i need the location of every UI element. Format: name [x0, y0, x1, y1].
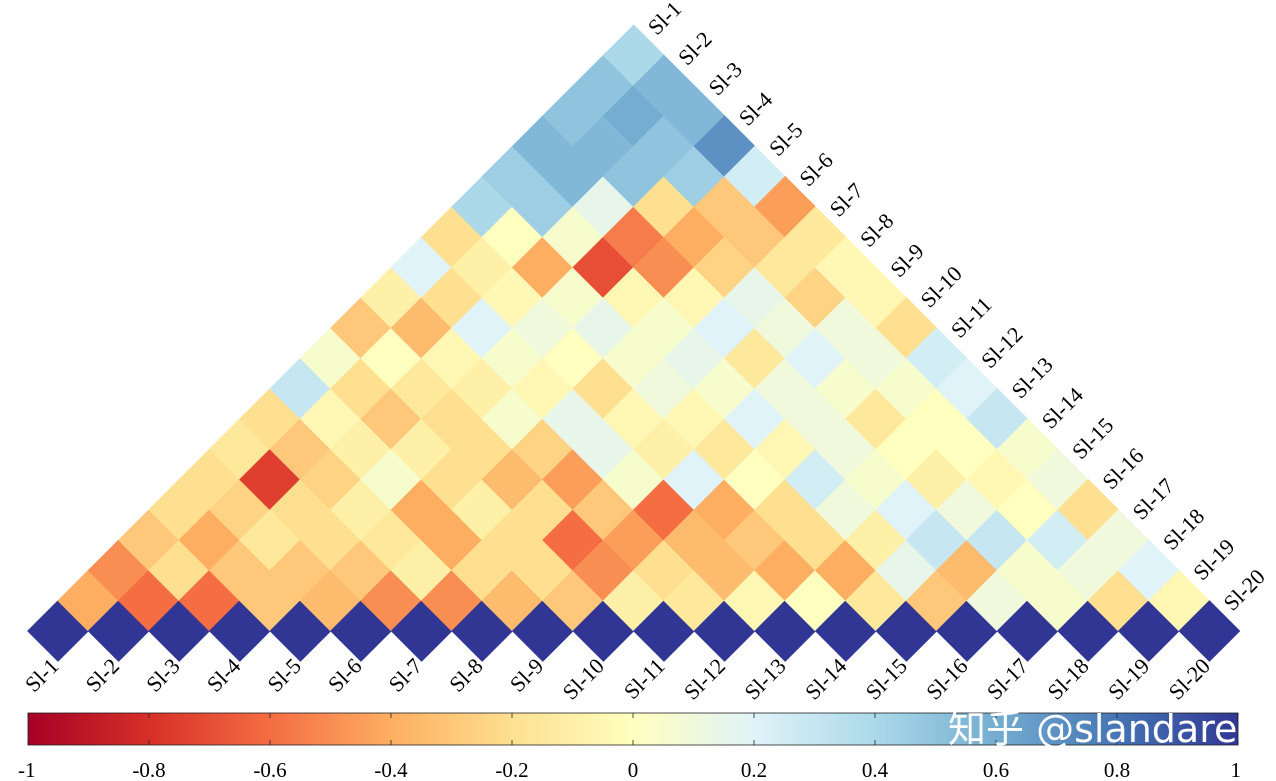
- colorbar-tick-label-6: 0.2: [741, 758, 767, 781]
- cell-20-14: [996, 418, 1059, 481]
- bottom-label-18: Sl-18: [1042, 653, 1093, 704]
- diagonal-cell-3: [148, 600, 211, 662]
- right-label-19: Sl-19: [1188, 534, 1239, 585]
- right-label-7: Sl-7: [825, 178, 869, 222]
- bottom-label-10: Sl-10: [558, 653, 609, 704]
- right-label-16: Sl-16: [1097, 443, 1148, 494]
- right-label-9: Sl-9: [885, 238, 929, 282]
- right-label-14: Sl-14: [1037, 382, 1088, 433]
- right-label-10: Sl-10: [915, 261, 966, 312]
- right-label-3: Sl-3: [703, 57, 747, 101]
- cell-17-12: [845, 448, 907, 511]
- cell-19-17: [1057, 539, 1120, 602]
- bottom-label-13: Sl-13: [739, 653, 790, 704]
- bottom-label-12: Sl-12: [679, 653, 730, 704]
- colorbar-tick-label-8: 0.6: [983, 758, 1009, 781]
- bottom-label-11: Sl-11: [619, 653, 670, 704]
- colorbar-gradient: [27, 712, 1239, 746]
- cell-20-3: [663, 85, 726, 147]
- bottom-label-14: Sl-14: [800, 653, 851, 704]
- cell-20-16: [1057, 478, 1120, 541]
- cell-20-15: [1027, 448, 1089, 511]
- cell-18-1: [542, 85, 604, 147]
- cell-14-4: [511, 297, 574, 359]
- colorbar-tick-label-10: 1: [1231, 758, 1242, 781]
- diagonal-cell-6: [330, 600, 392, 662]
- right-label-11: Sl-11: [946, 292, 997, 343]
- cell-19-16: [1027, 509, 1089, 571]
- cell-11-6: [481, 448, 544, 511]
- diagonal-cell-2: [87, 600, 150, 662]
- right-label-8: Sl-8: [855, 208, 899, 252]
- cell-20-19: [1148, 569, 1210, 632]
- cell-16-11: [784, 448, 847, 511]
- cell-6-1: [178, 448, 241, 511]
- bottom-label-17: Sl-17: [982, 653, 1033, 704]
- cell-20-13: [966, 388, 1029, 450]
- cell-11-1: [330, 297, 392, 359]
- cell-12-7: [542, 448, 604, 511]
- cell-19-15: [996, 478, 1059, 541]
- colorbar-tick-label-2: -0.6: [253, 758, 286, 781]
- heatmap-cells: [27, 24, 1241, 662]
- right-label-1: Sl-1: [643, 0, 687, 40]
- right-label-18: Sl-18: [1158, 503, 1209, 554]
- diagonal-cell-1: [27, 600, 89, 662]
- colorbar-tick-label-3: -0.4: [374, 758, 408, 781]
- cell-20-2: [633, 54, 695, 117]
- colorbar-tick-label-1: -0.8: [132, 758, 165, 781]
- right-label-12: Sl-12: [976, 322, 1027, 373]
- right-label-13: Sl-13: [1006, 352, 1057, 403]
- right-label-4: Sl-4: [734, 87, 778, 131]
- cell-20-4: [693, 115, 756, 178]
- bottom-label-16: Sl-16: [921, 653, 972, 704]
- bottom-label-15: Sl-15: [861, 653, 912, 704]
- colorbar-tick-label-4: -0.2: [495, 758, 528, 781]
- cell-17-7: [693, 297, 756, 359]
- right-label-5: Sl-5: [764, 117, 808, 161]
- bottom-label-19: Sl-19: [1103, 653, 1154, 704]
- colorbar-tick-label-7: 0.4: [862, 758, 889, 781]
- colorbar-tick-label-9: 0.8: [1104, 758, 1130, 781]
- colorbar-tick-label-5: 0: [628, 758, 639, 781]
- right-label-2: Sl-2: [673, 26, 717, 70]
- colorbar: -1 -0.8 -0.6 -0.4 -0.2 0 0.2 0.4 0.6 0.8 1: [18, 712, 1242, 781]
- right-label-20: Sl-20: [1218, 564, 1269, 615]
- cell-19-14: [966, 448, 1029, 511]
- cell-9-4: [360, 448, 423, 511]
- bottom-label-20: Sl-20: [1164, 653, 1215, 704]
- colorbar-tick-label-0: -1: [18, 758, 36, 781]
- cell-18-16: [996, 539, 1059, 602]
- diagonal-cell-18: [1057, 600, 1120, 662]
- bottom-axis-labels: Sl-1 Sl-2 Sl-3 Sl-4 Sl-5 Sl-6 Sl-7 Sl-8 Sl-9 Sl-1…: [20, 653, 1215, 704]
- cell-16-6: [633, 297, 695, 359]
- right-label-6: Sl-6: [794, 148, 838, 192]
- right-label-17: Sl-17: [1128, 473, 1179, 524]
- diagonal-cell-20: [1178, 600, 1241, 662]
- cell-19-9: [814, 297, 877, 359]
- cell-18-17: [1027, 569, 1089, 632]
- diagonal-cell-17: [996, 600, 1059, 662]
- right-label-15: Sl-15: [1067, 412, 1118, 463]
- cell-14-9: [663, 448, 726, 511]
- watermark: 知乎 @slandarer: [948, 707, 1253, 751]
